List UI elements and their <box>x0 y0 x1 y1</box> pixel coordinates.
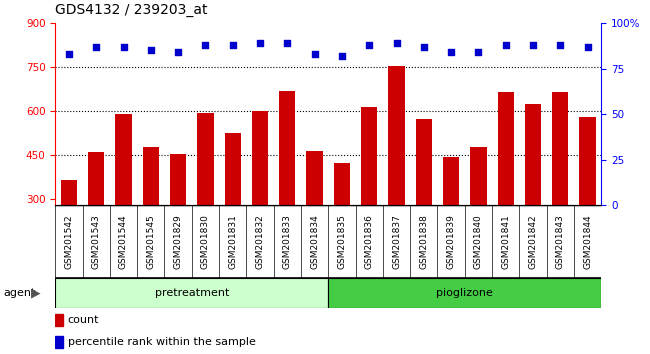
Text: GSM201829: GSM201829 <box>174 214 183 269</box>
Point <box>146 47 156 53</box>
Bar <box>142 147 159 288</box>
Text: GSM201545: GSM201545 <box>146 214 155 269</box>
Point <box>528 42 538 48</box>
Text: GSM201835: GSM201835 <box>337 214 346 269</box>
Bar <box>470 147 487 288</box>
Text: GSM201839: GSM201839 <box>447 214 456 269</box>
Point <box>173 49 183 55</box>
Point <box>446 49 456 55</box>
Text: percentile rank within the sample: percentile rank within the sample <box>68 337 255 347</box>
Text: GSM201832: GSM201832 <box>255 214 265 269</box>
Bar <box>525 104 541 288</box>
Bar <box>279 91 296 288</box>
Text: GSM201842: GSM201842 <box>528 214 538 269</box>
Bar <box>306 151 323 288</box>
Text: pretreatment: pretreatment <box>155 288 229 298</box>
Point <box>337 53 347 59</box>
Point <box>419 44 429 50</box>
Bar <box>361 107 378 288</box>
Point <box>282 40 293 46</box>
Bar <box>333 163 350 288</box>
Text: GSM201834: GSM201834 <box>310 214 319 269</box>
Text: GSM201542: GSM201542 <box>64 214 73 269</box>
Bar <box>55 278 328 308</box>
Point <box>64 51 74 57</box>
Text: GSM201841: GSM201841 <box>501 214 510 269</box>
Text: count: count <box>68 315 99 325</box>
Text: GSM201544: GSM201544 <box>119 214 128 269</box>
Bar <box>579 117 596 288</box>
Text: GSM201837: GSM201837 <box>392 214 401 269</box>
Point <box>200 42 211 48</box>
Text: GSM201838: GSM201838 <box>419 214 428 269</box>
Point <box>555 42 566 48</box>
Bar <box>388 65 405 288</box>
Bar <box>224 133 241 288</box>
Point <box>364 42 374 48</box>
Point <box>227 42 238 48</box>
Text: GSM201844: GSM201844 <box>583 214 592 269</box>
Bar <box>443 157 460 288</box>
Bar <box>497 92 514 288</box>
Text: GSM201833: GSM201833 <box>283 214 292 269</box>
Bar <box>328 278 601 308</box>
Point <box>582 44 593 50</box>
Text: GDS4132 / 239203_at: GDS4132 / 239203_at <box>55 3 208 17</box>
Text: pioglizone: pioglizone <box>436 288 493 298</box>
Text: agent: agent <box>3 288 36 298</box>
Bar <box>115 114 132 288</box>
Text: GSM201836: GSM201836 <box>365 214 374 269</box>
Point <box>118 44 129 50</box>
Point <box>309 51 320 57</box>
Bar <box>170 154 187 288</box>
Bar <box>197 113 214 288</box>
Point <box>473 49 484 55</box>
Text: GSM201543: GSM201543 <box>92 214 101 269</box>
Point <box>391 40 402 46</box>
Text: GSM201843: GSM201843 <box>556 214 565 269</box>
Bar <box>88 152 105 288</box>
Text: GSM201831: GSM201831 <box>228 214 237 269</box>
Bar <box>415 119 432 288</box>
Text: GSM201830: GSM201830 <box>201 214 210 269</box>
Bar <box>55 336 64 348</box>
Text: ▶: ▶ <box>31 286 41 299</box>
Point <box>255 40 265 46</box>
Bar <box>60 180 77 288</box>
Bar <box>55 314 64 326</box>
Text: GSM201840: GSM201840 <box>474 214 483 269</box>
Bar <box>252 111 268 288</box>
Point <box>500 42 511 48</box>
Point <box>91 44 101 50</box>
Bar <box>552 92 569 288</box>
